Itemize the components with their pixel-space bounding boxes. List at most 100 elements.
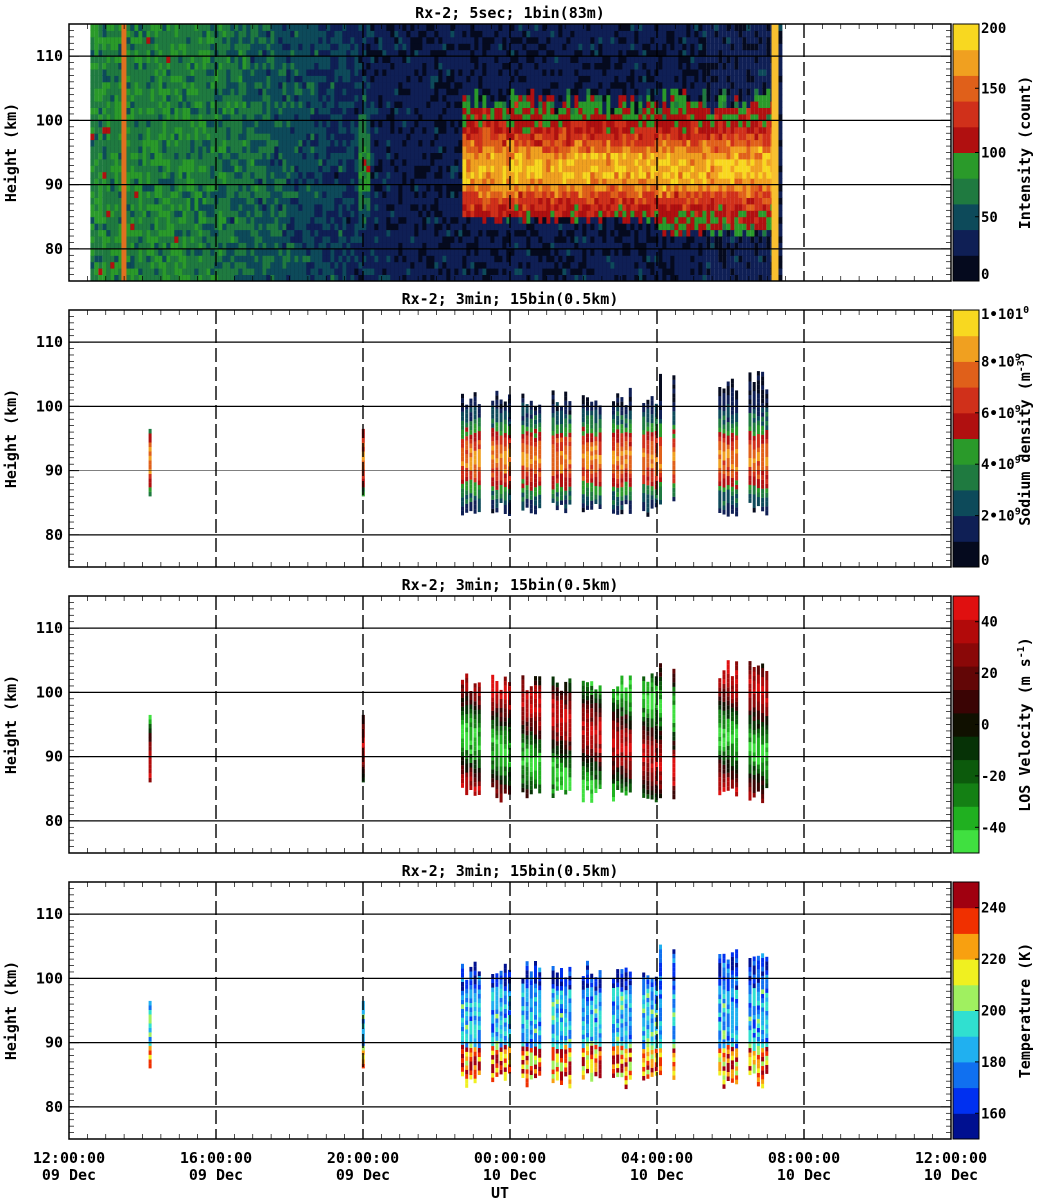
heat-cell: [514, 223, 519, 231]
heat-cell: [118, 210, 123, 218]
heat-cell: [370, 75, 375, 83]
heat-cell: [218, 139, 223, 147]
heat-cell: [570, 165, 575, 173]
heat-cell: [482, 24, 487, 31]
heat-cell: [318, 165, 323, 173]
heat-cell: [378, 43, 383, 51]
heat-cell: [466, 210, 471, 218]
heat-cell: [398, 171, 403, 179]
heat-cell: [270, 242, 275, 250]
heat-cell: [442, 191, 447, 198]
heat-cell: [478, 146, 483, 153]
heat-cell: [470, 248, 475, 256]
heat-cell: [406, 30, 411, 38]
heat-cell: [446, 94, 451, 102]
heat-cell: [474, 268, 479, 275]
heat-cell: [374, 216, 379, 224]
heat-cell: [330, 43, 335, 51]
heat-cell: [410, 191, 415, 198]
heat-cell: [130, 255, 135, 263]
heat-cell: [446, 113, 451, 121]
x-tick-time: 00:00:00: [474, 1149, 546, 1167]
heat-cell: [138, 165, 143, 173]
heat-cell: [554, 248, 559, 256]
heat-cell: [98, 242, 103, 250]
heat-cell: [270, 62, 275, 70]
heat-cell: [498, 101, 503, 108]
heat-cell: [286, 268, 291, 275]
heat-cell: [102, 165, 107, 173]
heat-cell: [174, 165, 179, 173]
heat-cell: [282, 229, 287, 237]
heat-cell: [130, 133, 135, 141]
heat-cell: [158, 30, 163, 38]
heat-cell: [482, 165, 487, 173]
heat-cell: [222, 248, 227, 256]
heat-cell: [294, 178, 299, 186]
heat-cell: [526, 184, 531, 192]
heat-cell: [486, 248, 491, 256]
heat-cell: [414, 94, 419, 102]
heat-cell: [302, 261, 307, 269]
heat-cell: [170, 274, 175, 282]
heat-cell: [330, 94, 335, 102]
heat-cell: [378, 255, 383, 263]
heat-cell: [514, 236, 519, 243]
heat-cell: [142, 223, 147, 231]
heat-cell: [210, 94, 215, 102]
heat-cell: [430, 268, 435, 275]
heat-cell: [166, 203, 171, 211]
heat-cell: [134, 24, 139, 31]
heat-cell: [570, 248, 575, 256]
heat-cell: [158, 107, 163, 115]
heat-cell: [574, 56, 579, 63]
heat-cell: [586, 216, 591, 224]
heat-cell: [374, 30, 379, 38]
heat-cell: [470, 139, 475, 147]
heat-cell: [322, 184, 327, 192]
heat-cell: [306, 261, 311, 269]
heat-cell: [226, 152, 231, 160]
heat-cell: [294, 24, 299, 31]
heat-cell: [362, 126, 367, 134]
heat-cell: [422, 223, 427, 231]
heat-cell: [522, 146, 527, 153]
heat-cell: [386, 223, 391, 231]
heat-cell: [426, 36, 431, 44]
heat-cell: [306, 178, 311, 186]
heat-cell: [294, 152, 299, 160]
heat-cell: [150, 165, 155, 173]
heat-cell: [338, 197, 343, 205]
heat-cell: [406, 101, 411, 108]
heat-cell: [330, 24, 335, 31]
heat-cell: [354, 203, 359, 211]
heat-cell: [410, 216, 415, 224]
heat-cell: [206, 242, 211, 250]
heat-cell: [482, 120, 487, 128]
heat-cell: [522, 49, 527, 57]
heat-cell: [226, 255, 231, 263]
heat-cell: [202, 152, 207, 160]
heat-cell: [562, 69, 567, 76]
heat-cell: [354, 236, 359, 243]
heat-cell: [338, 49, 343, 57]
heat-cell: [182, 107, 187, 115]
heat-cell: [434, 62, 439, 70]
heat-cell: [450, 88, 455, 96]
heat-cell: [274, 49, 279, 57]
heat-cell: [454, 274, 459, 282]
heat-cell: [110, 113, 115, 121]
heat-cell: [426, 81, 431, 89]
heat-cell: [170, 146, 175, 153]
heat-cell: [506, 255, 511, 263]
heat-cell: [386, 236, 391, 243]
heat-cell: [450, 36, 455, 44]
heat-cell: [110, 107, 115, 115]
heat-cell: [130, 248, 135, 256]
heat-cell: [150, 210, 155, 218]
heat-cell: [238, 36, 243, 44]
heat-cell: [454, 24, 459, 31]
heat-cell: [522, 36, 527, 44]
heat-cell: [562, 107, 567, 115]
heat-cell: [546, 261, 551, 269]
